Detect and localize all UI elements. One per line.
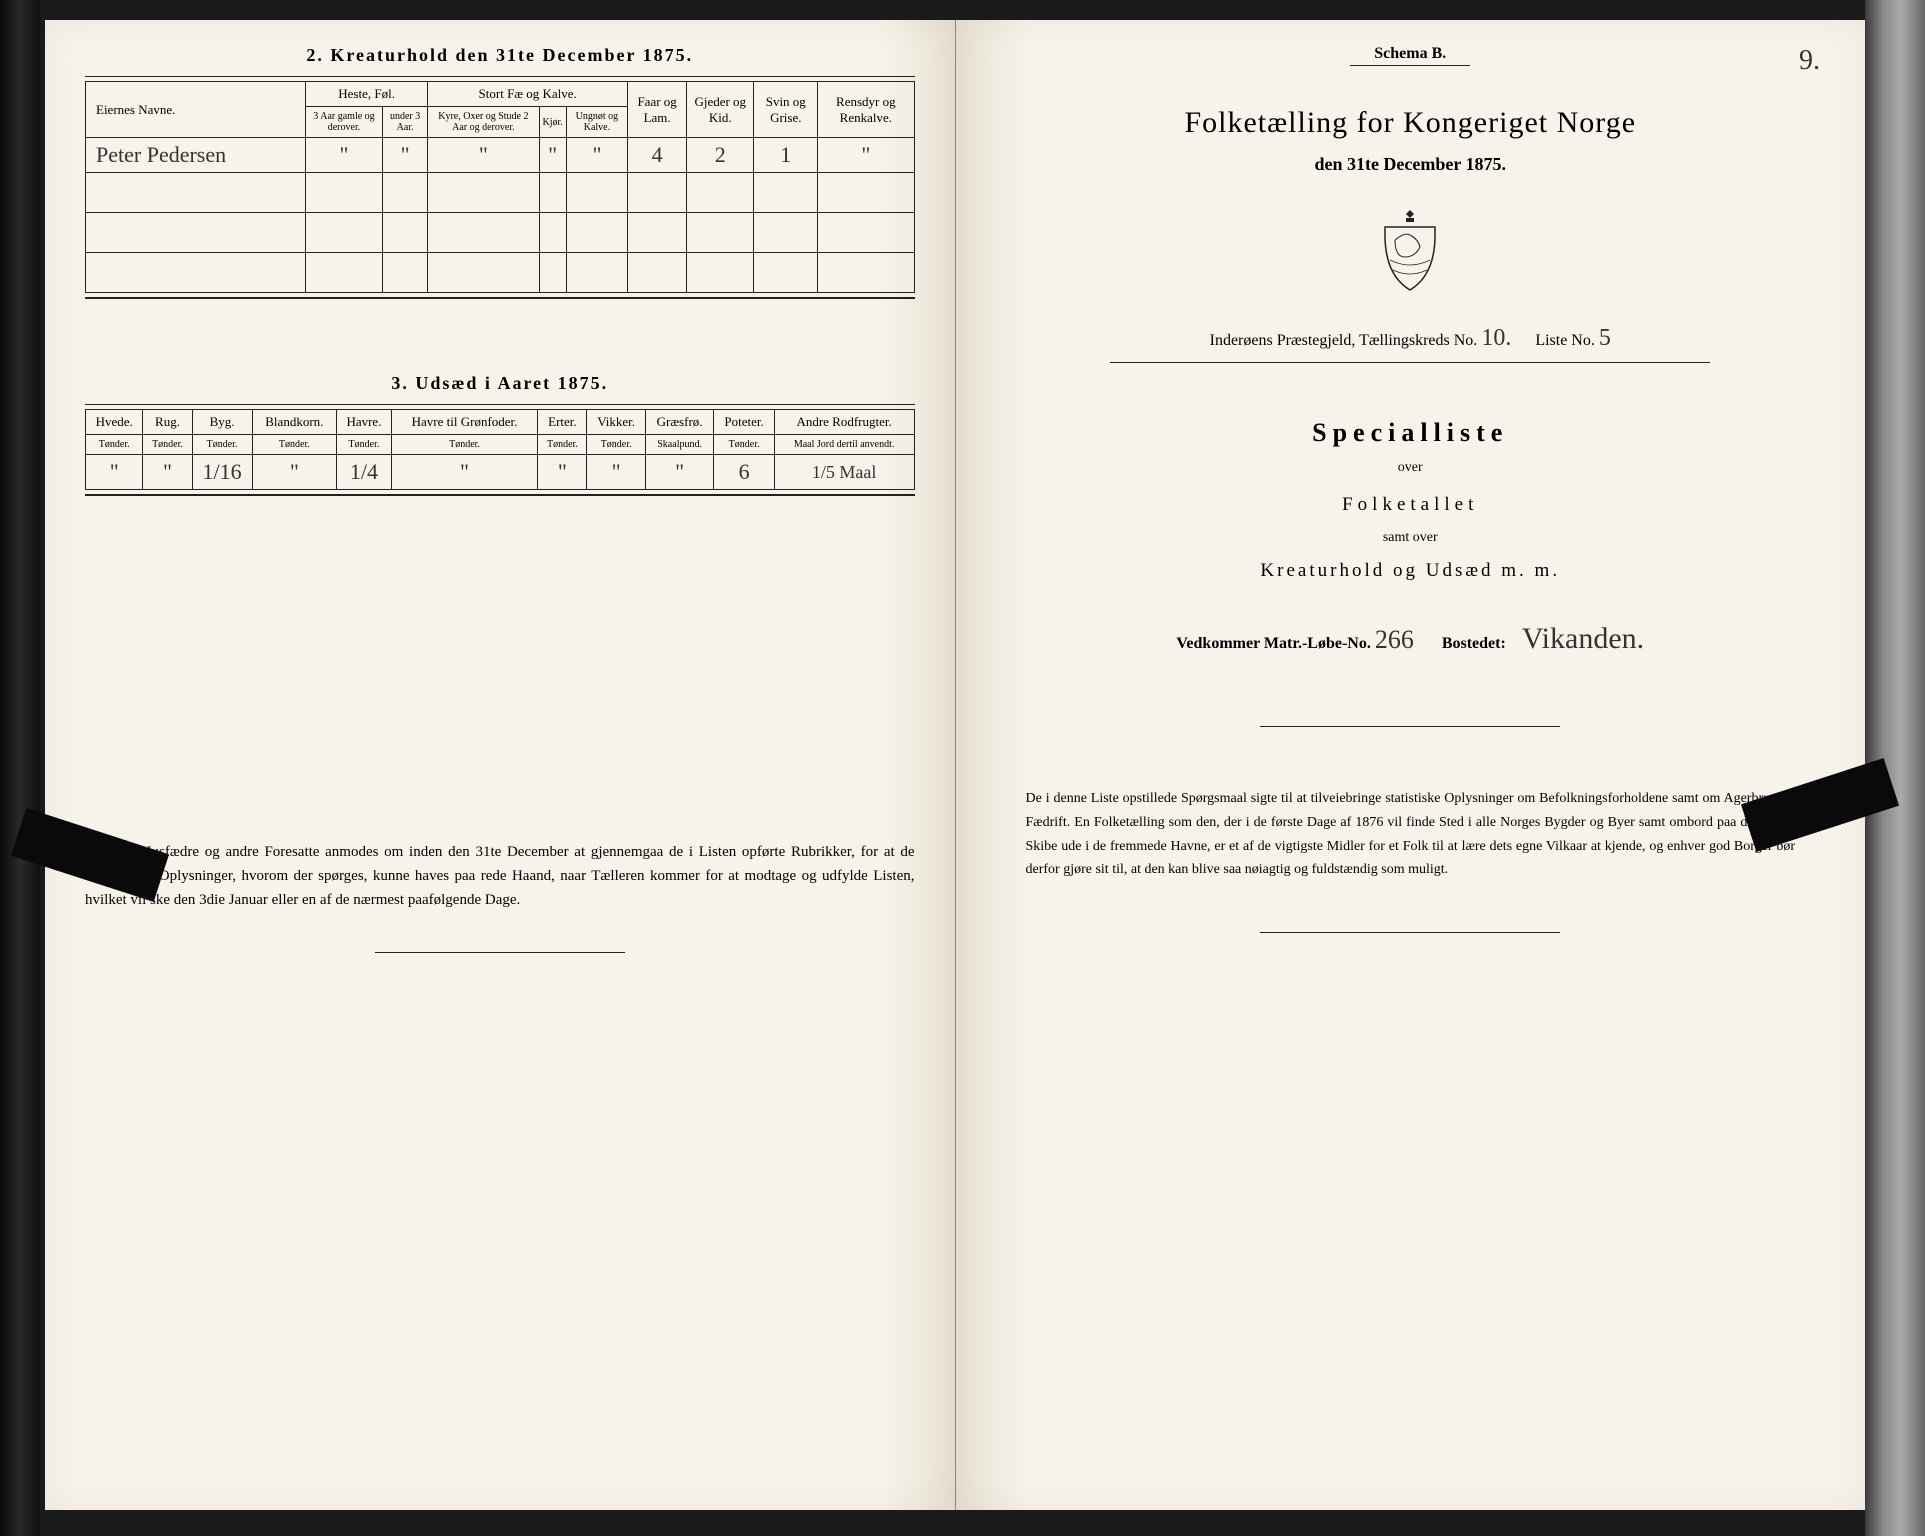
over-label: over	[996, 460, 1826, 476]
livestock-table: Eiernes Navne. Heste, Føl. Stort Fæ og K…	[85, 81, 915, 293]
unit: Skaalpund.	[645, 435, 714, 455]
cell: 1	[754, 138, 818, 173]
notice-text: Husfædre og andre Foresatte anmodes om i…	[85, 844, 915, 908]
bostedet-value: Vikanden.	[1522, 622, 1644, 655]
samt-label: samt over	[996, 530, 1826, 546]
left-notice: Husfædre og andre Foresatte anmodes om i…	[85, 840, 915, 912]
vedkommer-line: Vedkommer Matr.-Løbe-No. 266 Bostedet: V…	[996, 622, 1826, 656]
book-edge-left	[0, 0, 40, 1536]
cell: "	[252, 455, 337, 490]
schema-label: Schema B.	[996, 45, 1826, 66]
col-andre: Andre Rodfrugter.	[774, 410, 914, 435]
schema-text: Schema B.	[1374, 45, 1446, 62]
divider	[1260, 726, 1560, 727]
cell: "	[143, 455, 192, 490]
col-goats: Gjeder og Kid.	[687, 82, 754, 138]
cell: "	[566, 138, 627, 173]
table-row	[86, 173, 915, 213]
table-row	[86, 253, 915, 293]
cell: 4	[628, 138, 687, 173]
parish-line: Inderøens Præstegjeld, Tællingskreds No.…	[996, 325, 1826, 352]
unit: Tønder.	[143, 435, 192, 455]
col-graes: Græsfrø.	[645, 410, 714, 435]
cell: "	[587, 455, 645, 490]
book-spread: 2. Kreaturhold den 31te December 1875. E…	[45, 20, 1865, 1510]
seed-table: Hvede. Rug. Byg. Blandkorn. Havre. Havre…	[85, 409, 915, 490]
specialliste-title: Specialliste	[996, 418, 1826, 448]
section-3-title: 3. Udsæd i Aaret 1875.	[85, 373, 915, 394]
kreatur-label: Kreaturhold og Udsæd m. m.	[996, 560, 1826, 582]
cell: 1/16	[192, 455, 252, 490]
col-group-horses: Heste, Føl.	[306, 82, 428, 107]
col-h1b: under 3 Aar.	[382, 107, 427, 138]
cell: "	[428, 138, 539, 173]
liste-label: Liste No.	[1535, 332, 1595, 349]
col-h2b: Kjør.	[539, 107, 566, 138]
col-h2a: Kyre, Oxer og Stude 2 Aar og derover.	[428, 107, 539, 138]
cell: 6	[714, 455, 774, 490]
col-sheep: Faar og Lam.	[628, 82, 687, 138]
coat-of-arms-icon	[1375, 205, 1445, 295]
cell: 1/4	[337, 455, 392, 490]
cell: "	[538, 455, 587, 490]
col-havregr: Havre til Grønfoder.	[391, 410, 538, 435]
parish-number: 10.	[1481, 325, 1511, 351]
table-row: Peter Pedersen " " " " " 4 2 1 "	[86, 138, 915, 173]
cell: 2	[687, 138, 754, 173]
main-title: Folketælling for Kongeriget Norge	[996, 106, 1826, 140]
col-bland: Blandkorn.	[252, 410, 337, 435]
unit: Tønder.	[538, 435, 587, 455]
col-vikker: Vikker.	[587, 410, 645, 435]
folketallet-label: Folketallet	[996, 494, 1826, 516]
unit: Tønder.	[86, 435, 143, 455]
unit: Tønder.	[337, 435, 392, 455]
unit: Tønder.	[587, 435, 645, 455]
cell: "	[86, 455, 143, 490]
col-pigs: Svin og Grise.	[754, 82, 818, 138]
left-page: 2. Kreaturhold den 31te December 1875. E…	[45, 20, 956, 1510]
col-h1a: 3 Aar gamle og derover.	[306, 107, 383, 138]
unit: Tønder.	[391, 435, 538, 455]
owner-name: Peter Pedersen	[86, 138, 306, 173]
parish-label: Inderøens Præstegjeld, Tællingskreds No.	[1210, 332, 1478, 349]
vedk-number: 266	[1375, 625, 1414, 654]
subtitle: den 31te December 1875.	[996, 154, 1826, 175]
col-rug: Rug.	[143, 410, 192, 435]
cell: 1/5 Maal	[774, 455, 914, 490]
col-name: Eiernes Navne.	[86, 82, 306, 138]
table-row: " " 1/16 " 1/4 " " " " 6 1/5 Maal	[86, 455, 915, 490]
cell: "	[306, 138, 383, 173]
col-havre: Havre.	[337, 410, 392, 435]
cell: "	[391, 455, 538, 490]
vedk-label: Vedkommer Matr.-Løbe-No.	[1176, 635, 1371, 652]
cell: "	[818, 138, 914, 173]
bostedet-label: Bostedet:	[1442, 635, 1506, 652]
col-h2c: Ungnøt og Kalve.	[566, 107, 627, 138]
col-erter: Erter.	[538, 410, 587, 435]
unit: Tønder.	[192, 435, 252, 455]
liste-number: 5	[1599, 325, 1611, 351]
section-2-title: 2. Kreaturhold den 31te December 1875.	[85, 45, 915, 66]
right-notice: De i denne Liste opstillede Spørgsmaal s…	[996, 787, 1826, 882]
unit: Maal Jord dertil anvendt.	[774, 435, 914, 455]
right-page: 9. Schema B. Folketælling for Kongeriget…	[956, 20, 1866, 1510]
col-group-cattle: Stort Fæ og Kalve.	[428, 82, 628, 107]
cell: "	[645, 455, 714, 490]
unit: Tønder.	[714, 435, 774, 455]
page-number: 9.	[1799, 45, 1820, 77]
cell: "	[539, 138, 566, 173]
col-reindeer: Rensdyr og Renkalve.	[818, 82, 914, 138]
cell: "	[382, 138, 427, 173]
col-poteter: Poteter.	[714, 410, 774, 435]
col-byg: Byg.	[192, 410, 252, 435]
table-row	[86, 213, 915, 253]
unit: Tønder.	[252, 435, 337, 455]
divider	[1260, 932, 1560, 933]
col-hvede: Hvede.	[86, 410, 143, 435]
divider	[375, 952, 625, 953]
